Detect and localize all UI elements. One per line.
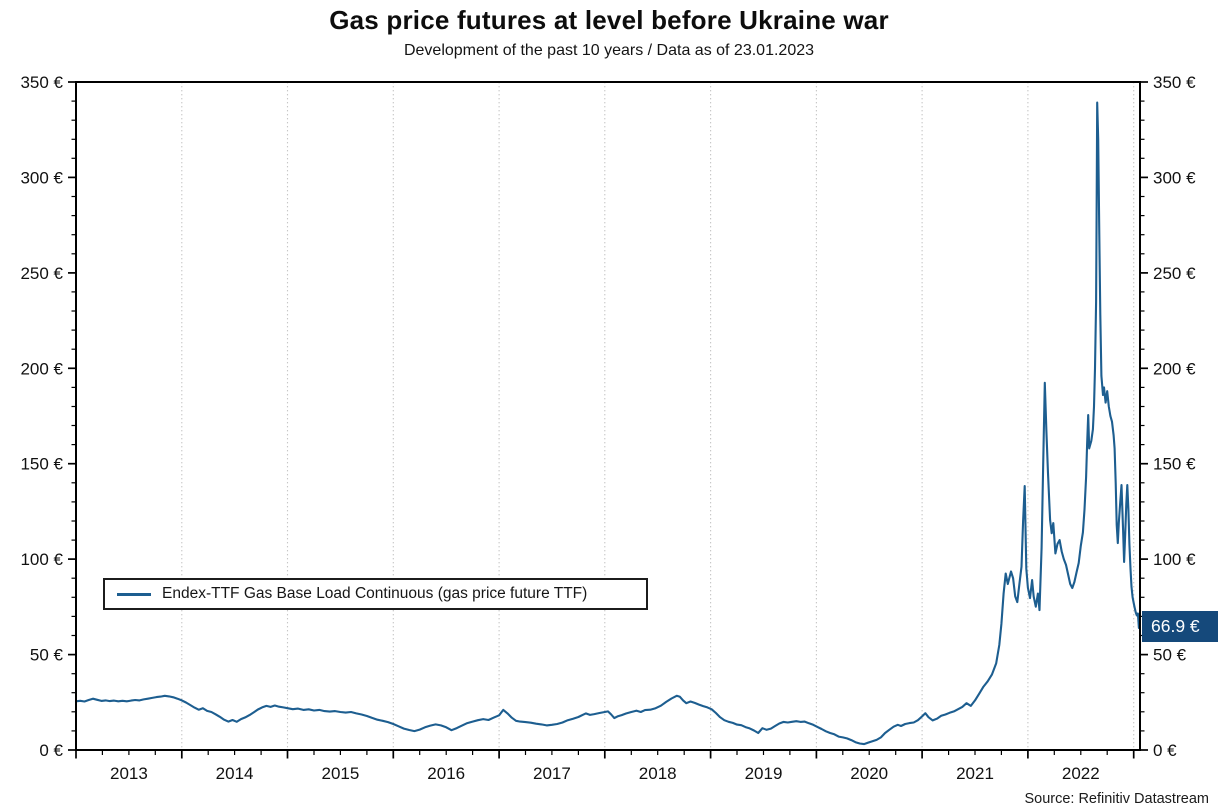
svg-text:200 €: 200 € [1153, 359, 1196, 378]
svg-text:2016: 2016 [427, 764, 465, 783]
svg-text:150 €: 150 € [1153, 455, 1196, 474]
svg-text:300 €: 300 € [20, 168, 63, 187]
svg-text:250 €: 250 € [1153, 264, 1196, 283]
svg-text:200 €: 200 € [20, 359, 63, 378]
legend-label: Endex-TTF Gas Base Load Continuous (gas … [162, 585, 588, 602]
svg-text:0 €: 0 € [1153, 741, 1177, 760]
svg-text:100 €: 100 € [20, 550, 63, 569]
svg-text:2020: 2020 [850, 764, 888, 783]
svg-text:50 €: 50 € [1153, 646, 1187, 665]
svg-text:2019: 2019 [745, 764, 783, 783]
svg-text:2013: 2013 [110, 764, 148, 783]
chart-subtitle: Development of the past 10 years / Data … [403, 42, 815, 59]
svg-text:2017: 2017 [533, 764, 571, 783]
legend-line-swatch [117, 592, 151, 596]
svg-text:150 €: 150 € [20, 455, 63, 474]
svg-text:2015: 2015 [321, 764, 359, 783]
svg-text:2021: 2021 [956, 764, 994, 783]
svg-text:250 €: 250 € [20, 264, 63, 283]
svg-text:50 €: 50 € [30, 646, 64, 665]
svg-text:2022: 2022 [1062, 764, 1100, 783]
legend: Endex-TTF Gas Base Load Continuous (gas … [103, 578, 648, 610]
svg-text:100 €: 100 € [1153, 550, 1196, 569]
svg-text:0 €: 0 € [39, 741, 63, 760]
svg-text:350 €: 350 € [1153, 73, 1196, 92]
svg-text:2014: 2014 [216, 764, 254, 783]
svg-text:2018: 2018 [639, 764, 677, 783]
svg-text:350 €: 350 € [20, 73, 63, 92]
chart-title: Gas price futures at level before Ukrain… [329, 5, 889, 35]
svg-text:300 €: 300 € [1153, 168, 1196, 187]
source-note: Source: Refinitiv Datastream [1024, 791, 1209, 807]
last-price-badge: 66.9 € [1142, 611, 1218, 642]
